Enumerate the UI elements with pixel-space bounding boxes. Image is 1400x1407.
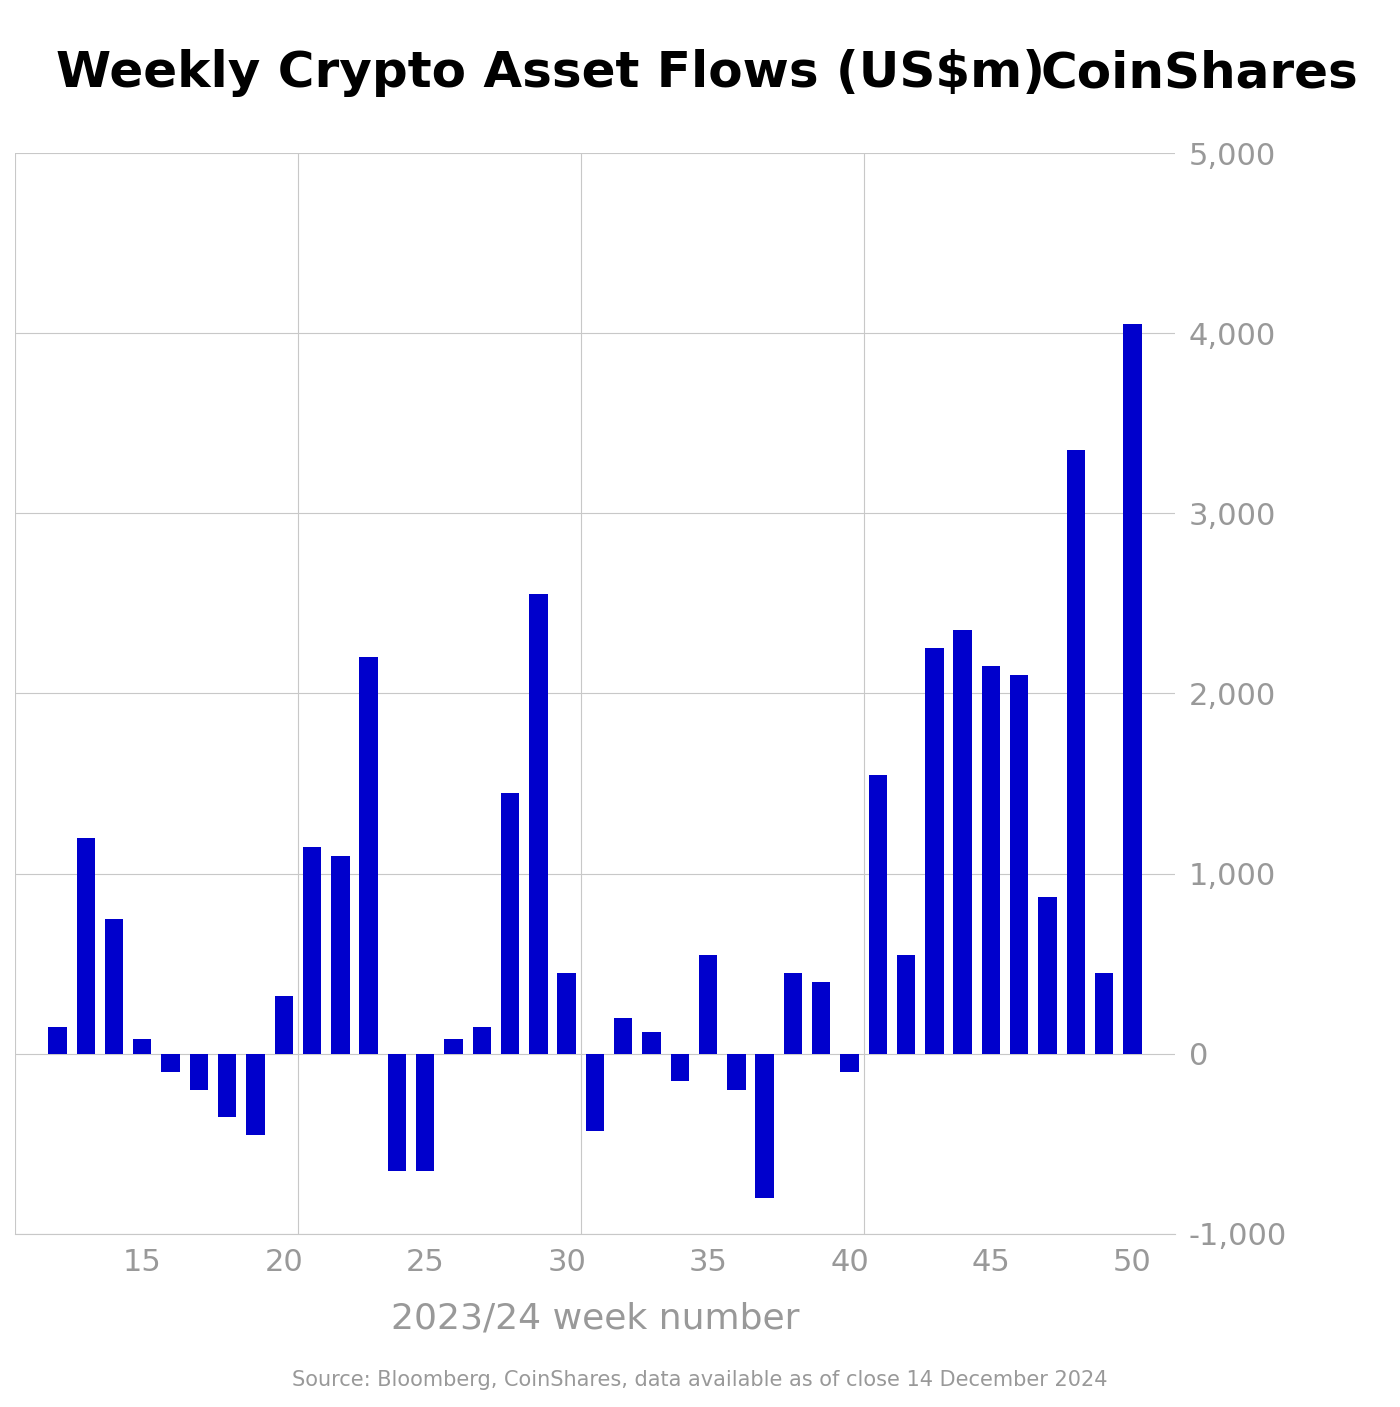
Bar (615, 1017, 633, 1054)
Bar (48, 1027, 67, 1054)
Bar (105, 919, 123, 1054)
Bar (756, 1054, 774, 1197)
Bar (557, 972, 575, 1054)
Bar (302, 847, 321, 1054)
Bar (332, 855, 350, 1054)
Bar (360, 657, 378, 1054)
Bar (274, 996, 293, 1054)
Bar (388, 1054, 406, 1171)
Bar (1095, 972, 1113, 1054)
Bar (1009, 675, 1029, 1054)
Bar (161, 1054, 179, 1072)
Bar (501, 792, 519, 1054)
Bar (529, 594, 547, 1054)
Bar (189, 1054, 209, 1090)
Bar (473, 1027, 491, 1054)
X-axis label: 2023/24 week number: 2023/24 week number (391, 1301, 799, 1335)
Bar (868, 774, 888, 1054)
Bar (671, 1054, 689, 1081)
Bar (784, 972, 802, 1054)
Text: CoinShares: CoinShares (1040, 49, 1358, 97)
Bar (643, 1033, 661, 1054)
Text: Source: Bloomberg, CoinShares, data available as of close 14 December 2024: Source: Bloomberg, CoinShares, data avai… (293, 1370, 1107, 1390)
Bar (699, 955, 717, 1054)
Bar (218, 1054, 237, 1117)
Text: Weekly Crypto Asset Flows (US$m): Weekly Crypto Asset Flows (US$m) (56, 49, 1044, 97)
Bar (953, 630, 972, 1054)
Bar (77, 837, 95, 1054)
Bar (444, 1040, 462, 1054)
Bar (246, 1054, 265, 1135)
Bar (840, 1054, 858, 1072)
Bar (133, 1040, 151, 1054)
Bar (897, 955, 916, 1054)
Bar (1123, 324, 1141, 1054)
Bar (1039, 898, 1057, 1054)
Bar (812, 982, 830, 1054)
Bar (1067, 450, 1085, 1054)
Bar (727, 1054, 746, 1090)
Bar (416, 1054, 434, 1171)
Bar (925, 649, 944, 1054)
Bar (981, 667, 1000, 1054)
Bar (585, 1054, 605, 1131)
